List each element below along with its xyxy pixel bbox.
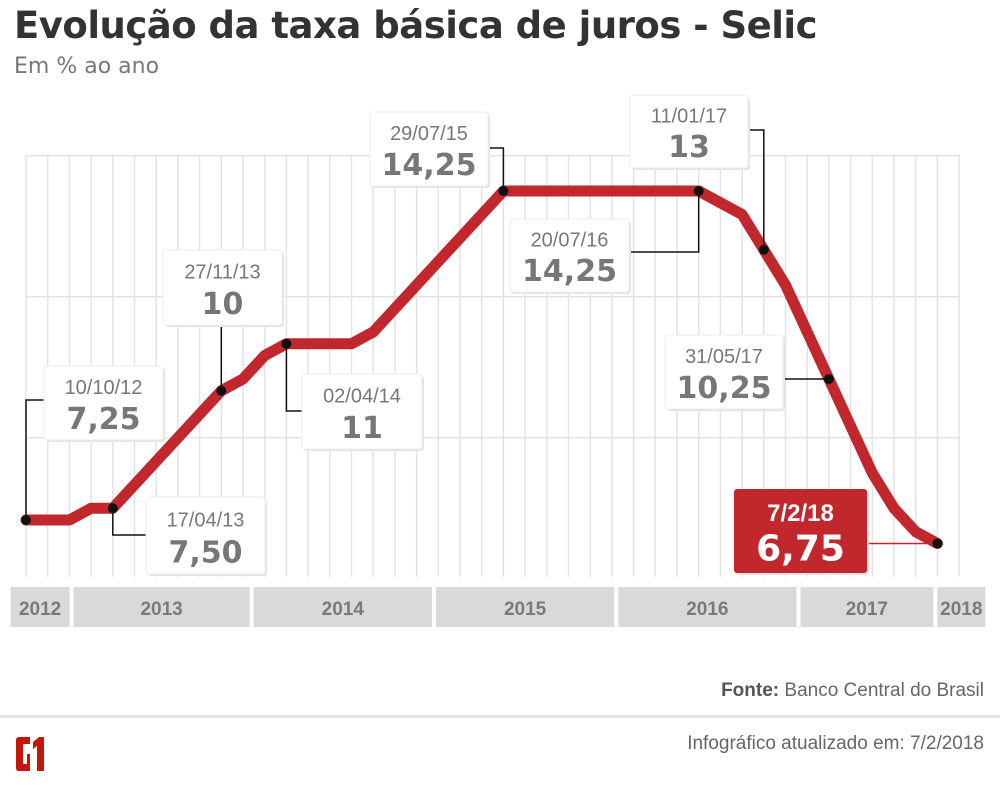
year-band xyxy=(435,587,615,627)
annotation-date: 11/01/17 xyxy=(651,106,727,128)
annotation-box xyxy=(145,496,266,575)
annotation-value: 11 xyxy=(341,411,383,446)
updated-note: Infográfico atualizado em: 7/2/2018 xyxy=(687,733,984,754)
selic-line xyxy=(20,185,943,549)
annotation-date: 02/04/14 xyxy=(323,386,401,408)
annotation-connector xyxy=(748,129,765,250)
annotation-connector xyxy=(285,343,302,412)
annotation-connector xyxy=(25,399,44,520)
annotation-29-07-15: 29/07/15 14,25 xyxy=(369,111,505,191)
annotation-connector xyxy=(112,508,146,536)
annotation-02-04-14: 02/04/14 11 xyxy=(285,343,424,451)
annotation-date: 29/07/15 xyxy=(390,123,468,145)
annotation-connector xyxy=(488,147,505,191)
chart-title: Evolução da taxa básica de juros - Selic xyxy=(14,4,818,47)
annotation-date: 20/07/16 xyxy=(531,230,609,252)
data-point-marker xyxy=(758,244,769,255)
annotation-31-05-17: 31/05/17 10,25 xyxy=(664,334,829,411)
annotation-7-2-18: 7/2/186,75 xyxy=(734,489,938,575)
annotation-box xyxy=(301,373,423,450)
x-tick-label: 2014 xyxy=(322,599,365,620)
x-tick-label: 2018 xyxy=(940,599,982,620)
data-point-marker xyxy=(932,538,943,549)
year-band xyxy=(253,587,432,627)
data-point-marker xyxy=(498,186,509,196)
chart-subtitle: Em % ao ano xyxy=(14,54,160,79)
data-point-marker xyxy=(21,515,31,525)
year-band xyxy=(73,587,250,627)
annotation-date: 17/04/13 xyxy=(167,509,245,531)
data-point-marker xyxy=(281,338,292,349)
annotation-value: 7,50 xyxy=(168,535,242,570)
data-point-marker xyxy=(107,503,118,514)
data-point-marker xyxy=(693,186,704,196)
source-text: Banco Central do Brasil xyxy=(784,680,984,701)
annotation-box xyxy=(43,365,164,441)
annotation-10-10-12: 10/10/12 7,25 xyxy=(25,365,165,520)
annotation-box xyxy=(369,111,489,187)
year-band xyxy=(10,587,70,627)
annotation-17-04-13: 17/04/13 7,50 xyxy=(112,496,267,576)
annotation-connector xyxy=(629,191,700,253)
x-tick-label: 2013 xyxy=(140,599,182,620)
annotation-value: 14,25 xyxy=(382,148,477,183)
annotation-value: 14,25 xyxy=(522,254,617,289)
x-tick-label: 2015 xyxy=(504,599,547,620)
divider xyxy=(0,715,1000,718)
annotation-value: 7,25 xyxy=(66,402,140,437)
annotation-box xyxy=(664,334,784,410)
annotation-value: 6,75 xyxy=(756,528,845,569)
year-band xyxy=(618,587,797,627)
annotation-box xyxy=(629,94,749,169)
annotation-date: 10/10/12 xyxy=(65,377,143,399)
annotation-date: 31/05/17 xyxy=(685,346,763,368)
line-chart: 2012 2013 2014 2015 2016 2017 2018 10/10/12 7,25… xyxy=(10,94,986,627)
source-label: Fonte: xyxy=(721,680,780,701)
annotation-box xyxy=(162,249,283,326)
g1-logo xyxy=(16,737,44,771)
data-point-marker xyxy=(823,374,834,384)
annotation-value: 13 xyxy=(668,130,710,165)
year-band xyxy=(800,587,934,627)
annotation-27-11-13: 27/11/13 10 xyxy=(162,249,284,391)
source-note: Fonte: Banco Central do Brasil xyxy=(721,680,984,702)
annotation-value: 10 xyxy=(202,287,244,322)
year-band xyxy=(937,587,986,627)
x-tick-label: 2017 xyxy=(846,599,888,620)
annotation-box xyxy=(734,489,867,573)
annotation-value: 10,25 xyxy=(677,371,772,406)
annotation-box xyxy=(509,218,630,293)
annotation-date: 27/11/13 xyxy=(184,262,260,284)
x-tick-label: 2016 xyxy=(686,599,728,620)
data-point-marker xyxy=(216,385,227,396)
x-tick-label: 2012 xyxy=(19,599,61,620)
annotation-date: 7/2/18 xyxy=(767,500,834,527)
